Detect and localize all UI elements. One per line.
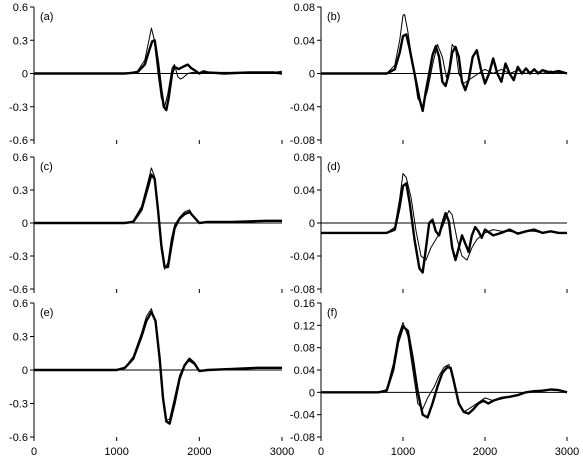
y-tick-label: -0.04	[290, 251, 315, 263]
y-tick-label: -0.3	[9, 251, 28, 263]
series-line-thick	[34, 310, 282, 425]
y-tick-label: 0.04	[294, 185, 315, 197]
panel-f: -0.08 -0.04 0 0.04 0.08 0.12 0.16 0 1000 2000 3000…	[290, 298, 579, 458]
panel-a: -0.6 -0.3 0 0.3 0.6 (a)	[9, 2, 283, 147]
panel-b: -0.08 -0.04 0 0.04 0.08 (b)	[290, 2, 568, 147]
y-tick-label: -0.6	[9, 432, 28, 444]
y-tick-label: -0.6	[9, 135, 28, 147]
series-line-thin	[321, 14, 568, 108]
y-tick-label: 0.04	[294, 365, 315, 377]
y-tick-label: 0.6	[13, 2, 28, 14]
y-tick-label: 0	[22, 218, 28, 230]
y-tick-label: 0.3	[13, 35, 28, 47]
x-tick-label: 2000	[187, 446, 211, 458]
y-tick-label: 0.16	[294, 298, 315, 310]
y-tick-label: -0.04	[290, 410, 315, 422]
x-tick-label: 0	[31, 446, 37, 458]
x-tick-label: 3000	[555, 446, 579, 458]
x-tick-label: 1000	[391, 446, 415, 458]
y-tick-label: -0.08	[290, 135, 315, 147]
y-tick-label: 0	[309, 387, 315, 399]
panel-label: (e)	[40, 307, 53, 319]
y-tick-label: 0	[309, 69, 315, 81]
x-tick-label: 2000	[473, 446, 497, 458]
panel-label: (f)	[327, 307, 337, 319]
y-tick-label: 0	[309, 218, 315, 230]
y-tick-label: 0.08	[294, 2, 315, 14]
panel-d: -0.08 -0.04 0 0.04 0.08 (d)	[290, 152, 568, 296]
panel-label: (c)	[40, 161, 53, 173]
y-tick-label: -0.6	[9, 284, 28, 296]
series-line-thick	[321, 182, 567, 274]
panel-label: (b)	[327, 11, 340, 23]
series-line-thick	[34, 173, 282, 269]
y-tick-label: 0.3	[13, 332, 28, 344]
y-tick-label: -0.04	[290, 102, 315, 114]
series-line-thin	[321, 322, 568, 413]
y-tick-label: 0.08	[294, 152, 315, 164]
series-line-thin	[34, 308, 282, 421]
y-tick-label: 0	[22, 69, 28, 81]
y-tick-label: -0.3	[9, 399, 28, 411]
series-line-thick	[34, 39, 283, 112]
panel-label: (d)	[327, 161, 340, 173]
y-tick-label: 0	[22, 365, 28, 377]
panel-e: -0.6 -0.3 0 0.3 0.6 0 1000 2000 3000 (e)	[9, 298, 294, 458]
y-tick-label: 0.12	[294, 320, 315, 332]
panel-c: -0.6 -0.3 0 0.3 0.6 (c)	[9, 152, 283, 296]
y-tick-label: 0.6	[13, 298, 28, 310]
y-tick-label: 0.04	[294, 35, 315, 47]
series-line-thick	[321, 325, 568, 419]
y-tick-label: 0.08	[294, 343, 315, 355]
y-tick-label: -0.08	[290, 284, 315, 296]
x-tick-label: 1000	[104, 446, 128, 458]
x-tick-label: 0	[318, 446, 324, 458]
y-tick-label: -0.08	[290, 432, 315, 444]
panel-label: (a)	[40, 11, 53, 23]
y-tick-label: -0.3	[9, 102, 28, 114]
y-tick-label: 0.6	[13, 152, 28, 164]
x-tick-label: 3000	[270, 446, 294, 458]
y-tick-label: 0.3	[13, 185, 28, 197]
series-line-thick	[321, 33, 568, 113]
